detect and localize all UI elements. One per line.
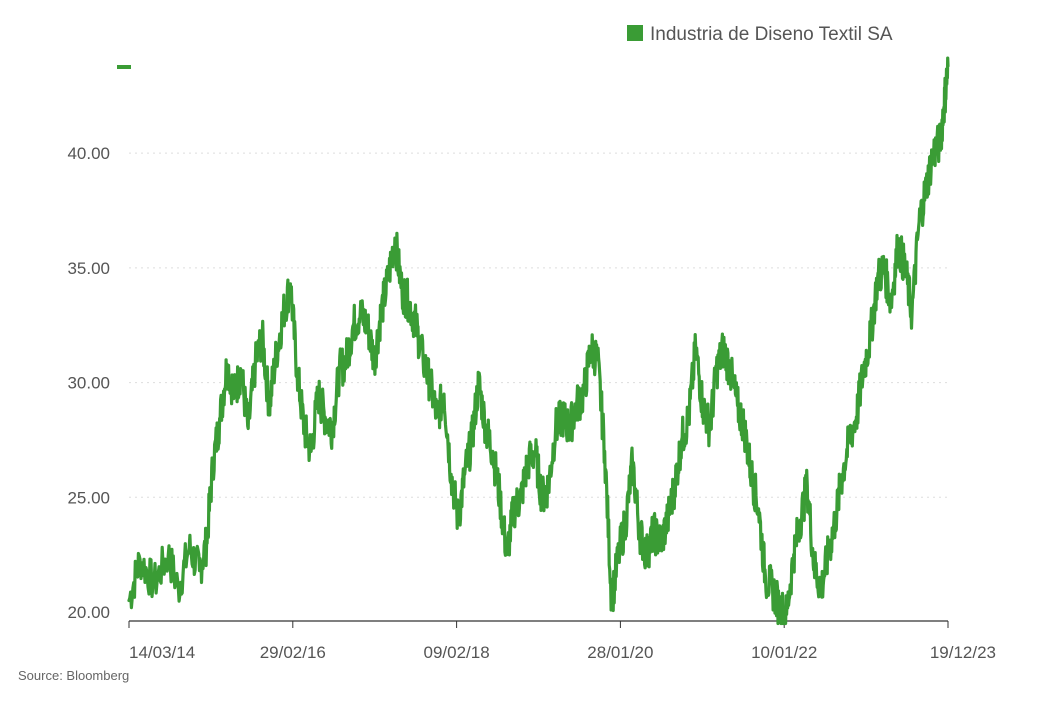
x-tick-label: 29/02/16 bbox=[260, 643, 326, 662]
legend-label: Industria de Diseno Textil SA bbox=[650, 24, 893, 45]
y-tick-label: 30.00 bbox=[67, 374, 110, 393]
source-note: Source: Bloomberg bbox=[18, 668, 130, 683]
x-axis-ticks: 14/03/14 29/02/16 09/02/18 28/01/20 10/01/22… bbox=[128, 621, 996, 662]
y-tick-label: 40.00 bbox=[67, 144, 110, 163]
x-tick-label: 09/02/18 bbox=[424, 643, 490, 662]
y-tick-label: 25.00 bbox=[67, 488, 110, 507]
gridlines bbox=[129, 152, 948, 498]
series-line-inditex bbox=[127, 56, 950, 626]
legend: Industria de Diseno Textil SA bbox=[627, 24, 893, 45]
legend-swatch bbox=[627, 25, 643, 41]
x-tick-label: 10/01/22 bbox=[751, 643, 817, 662]
axis-top-marker bbox=[117, 65, 131, 69]
x-tick-label: 28/01/20 bbox=[587, 643, 653, 662]
x-tick-label: 19/12/23 bbox=[930, 643, 996, 662]
y-tick-label: 20.00 bbox=[67, 603, 110, 622]
y-tick-label: 35.00 bbox=[67, 259, 110, 278]
x-tick-label: 14/03/14 bbox=[129, 643, 195, 662]
y-axis-ticks: 20.00 25.00 30.00 35.00 40.00 bbox=[67, 144, 110, 622]
